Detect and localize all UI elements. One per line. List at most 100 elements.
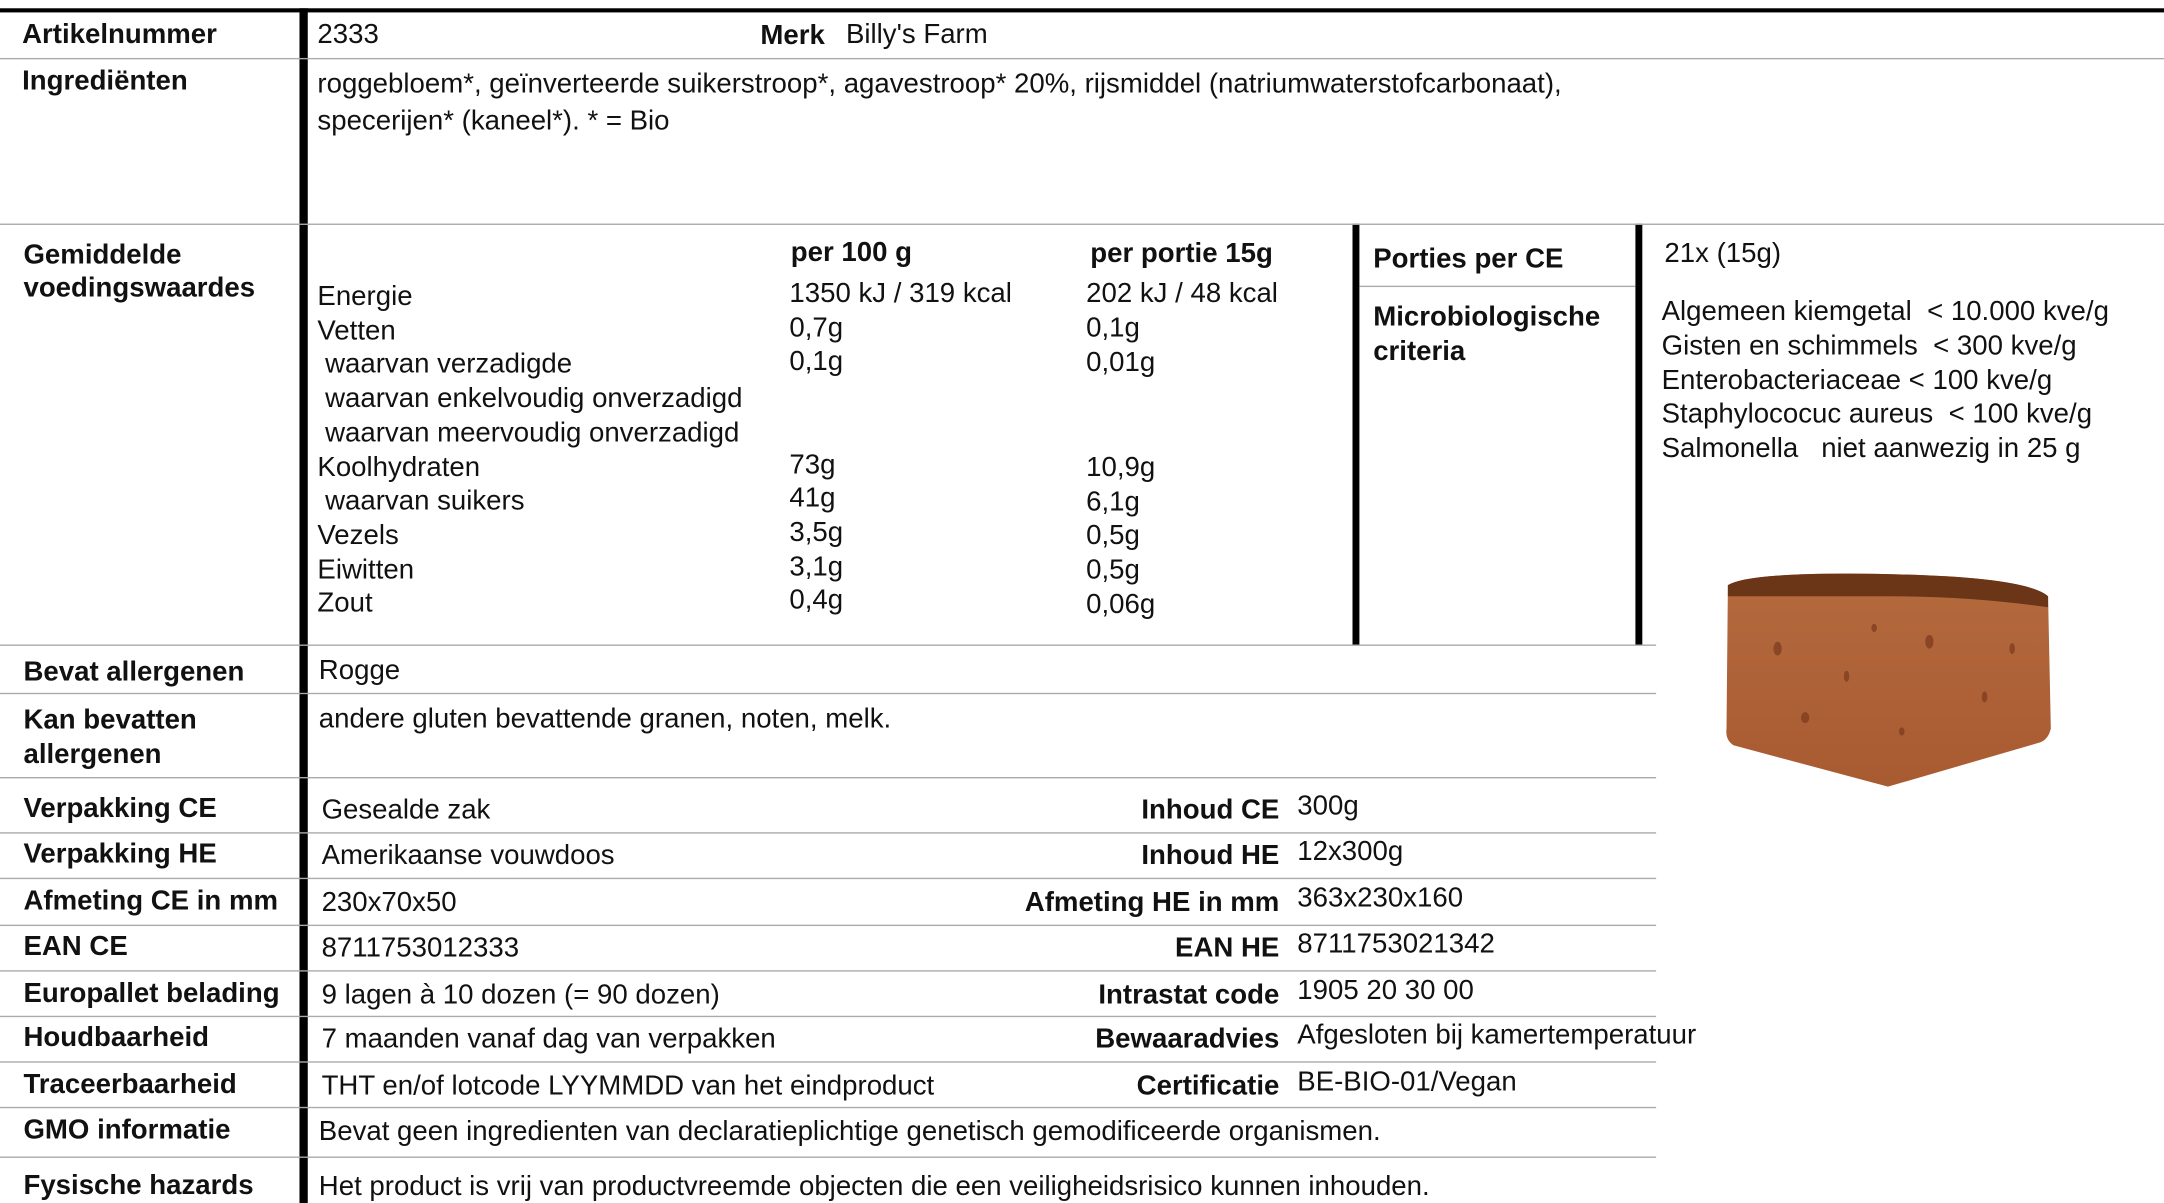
row-line bbox=[0, 1016, 1656, 1017]
label: Houdbaarheid bbox=[23, 1021, 209, 1054]
label: Inhoud HE bbox=[1141, 839, 1279, 872]
value: 8711753021342 bbox=[1297, 927, 1495, 960]
row-line bbox=[0, 878, 1656, 879]
value: 0,7g bbox=[789, 311, 843, 344]
label: Verpakking HE bbox=[23, 838, 216, 871]
value: 2333 bbox=[317, 18, 378, 51]
label: Fysische hazards bbox=[23, 1169, 253, 1202]
nutrient: waarvan suikers bbox=[317, 485, 524, 518]
nutrient: Energie bbox=[317, 280, 412, 313]
value: 230x70x50 bbox=[322, 886, 457, 919]
value: Billy's Farm bbox=[846, 18, 988, 51]
label: Porties per CE bbox=[1373, 243, 1563, 276]
label: allergenen bbox=[23, 738, 161, 771]
label: Merk bbox=[760, 19, 824, 52]
label: Certificatie bbox=[1137, 1070, 1280, 1103]
label: Ingrediënten bbox=[22, 65, 188, 98]
value: 1905 20 30 00 bbox=[1297, 974, 1474, 1007]
value: 1350 kJ / 319 kcal bbox=[789, 277, 1011, 310]
column-header: per 100 g bbox=[791, 236, 912, 269]
value: 73g bbox=[789, 448, 835, 481]
value: Rogge bbox=[319, 654, 400, 687]
label: criteria bbox=[1373, 335, 1465, 368]
label: Traceerbaarheid bbox=[23, 1068, 236, 1101]
divider bbox=[1352, 224, 1359, 645]
nutrient: waarvan enkelvoudig onverzadigd bbox=[317, 382, 742, 415]
label: Inhoud CE bbox=[1141, 794, 1279, 827]
value: 41g bbox=[789, 482, 835, 515]
value: 10,9g bbox=[1086, 451, 1155, 484]
value: 0,5g bbox=[1086, 519, 1140, 552]
value: 6,1g bbox=[1086, 485, 1140, 518]
nutrient: Eiwitten bbox=[317, 553, 414, 586]
value: 9 lagen à 10 dozen (= 90 dozen) bbox=[322, 978, 720, 1011]
label: GMO informatie bbox=[23, 1114, 230, 1147]
label: Intrastat code bbox=[1098, 978, 1279, 1011]
value: 12x300g bbox=[1297, 835, 1403, 868]
label: Kan bevatten bbox=[23, 704, 196, 737]
value: Afgesloten bij kamertemperatuur bbox=[1297, 1019, 1696, 1052]
nutrient: waarvan meervoudig onverzadigd bbox=[317, 417, 739, 450]
value: Algemeen kiemgetal < 10.000 kve/g bbox=[1662, 295, 2109, 328]
row-line bbox=[0, 58, 2164, 59]
row-line bbox=[0, 1157, 1656, 1158]
label: Bevat allergenen bbox=[23, 656, 244, 689]
label: EAN CE bbox=[23, 930, 127, 963]
label: Gemiddelde bbox=[23, 239, 181, 272]
spec-sheet: Artikelnummer 2333 Merk Billy's Farm Ingredi… bbox=[0, 0, 2164, 1203]
value: 0,06g bbox=[1086, 588, 1155, 621]
row-line bbox=[0, 645, 1656, 646]
label-divider bbox=[299, 8, 307, 1203]
value: 0,1g bbox=[789, 346, 843, 379]
label: EAN HE bbox=[1175, 932, 1279, 965]
value: 8711753012333 bbox=[322, 932, 520, 965]
value: 7 maanden vanaf dag van verpakken bbox=[322, 1023, 776, 1056]
nutrient: waarvan verzadigde bbox=[317, 348, 572, 381]
value: 0,1g bbox=[1086, 312, 1140, 345]
top-border bbox=[0, 8, 2164, 12]
value: specerijen* (kaneel*). * = Bio bbox=[317, 105, 669, 138]
label: Artikelnummer bbox=[22, 18, 217, 51]
value: Gisten en schimmels < 300 kve/g bbox=[1662, 330, 2077, 363]
nutrient: Koolhydraten bbox=[317, 451, 480, 484]
value: roggebloem*, geïnverteerde suikerstroop*… bbox=[317, 68, 1561, 101]
column-header: per portie 15g bbox=[1090, 237, 1273, 270]
nutrient: Vetten bbox=[317, 314, 395, 347]
value: 363x230x160 bbox=[1297, 882, 1463, 915]
value: THT en/of lotcode LYYMMDD van het eindpr… bbox=[322, 1070, 935, 1103]
value: BE-BIO-01/Vegan bbox=[1297, 1065, 1516, 1098]
row-line bbox=[0, 925, 1656, 926]
label: Microbiologische bbox=[1373, 301, 1600, 334]
row-line bbox=[0, 693, 1656, 694]
value: 202 kJ / 48 kcal bbox=[1086, 277, 1278, 310]
value: 3,1g bbox=[789, 550, 843, 583]
value: Enterobacteriaceae < 100 kve/g bbox=[1662, 364, 2053, 397]
value: Gesealde zak bbox=[322, 794, 491, 827]
row-line bbox=[0, 777, 1656, 778]
value: 0,5g bbox=[1086, 554, 1140, 587]
label: Afmeting HE in mm bbox=[1025, 886, 1280, 919]
label: Afmeting CE in mm bbox=[23, 885, 278, 918]
value: 300g bbox=[1297, 789, 1358, 822]
value: 3,5g bbox=[789, 516, 843, 549]
row-line bbox=[0, 1061, 1656, 1062]
row-line bbox=[0, 224, 2164, 225]
value: Staphylococuc aureus < 100 kve/g bbox=[1662, 398, 2092, 431]
value: 0,01g bbox=[1086, 347, 1155, 380]
product-image bbox=[1722, 566, 2056, 794]
row-line bbox=[0, 970, 1656, 971]
value: 0,4g bbox=[789, 584, 843, 617]
label: Bewaaradvies bbox=[1095, 1023, 1279, 1056]
row-line bbox=[0, 1107, 1656, 1108]
value: Amerikaanse vouwdoos bbox=[322, 839, 615, 872]
divider bbox=[1635, 224, 1642, 645]
row-line bbox=[0, 832, 1656, 833]
label: Verpakking CE bbox=[23, 792, 216, 825]
value: Salmonella niet aanwezig in 25 g bbox=[1662, 432, 2081, 465]
nutrient: Vezels bbox=[317, 519, 398, 552]
value: 21x (15g) bbox=[1664, 237, 1781, 270]
value: andere gluten bevattende granen, noten, … bbox=[319, 702, 891, 735]
row-line bbox=[1359, 286, 1635, 287]
nutrient: Zout bbox=[317, 587, 372, 620]
label: Europallet belading bbox=[23, 977, 279, 1010]
